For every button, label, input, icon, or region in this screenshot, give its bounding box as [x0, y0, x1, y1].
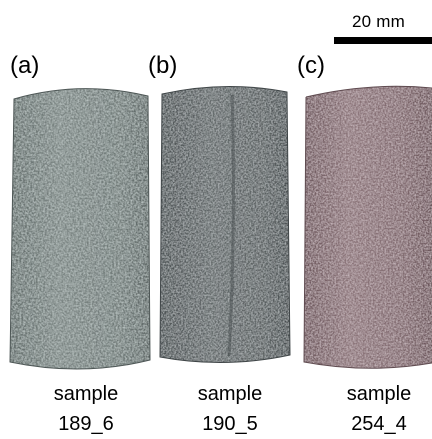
caption-b-line1: sample: [197, 383, 263, 405]
caption-b-line2: 190_5: [202, 413, 258, 435]
panel-label-b: (b): [148, 52, 178, 79]
caption-c-line2: 254_4: [351, 413, 407, 435]
caption-sample-b: sample 190_5: [180, 379, 280, 439]
caption-a-line1: sample: [53, 383, 119, 405]
core-samples-photo: [9, 85, 432, 370]
core-sample-a: [9, 88, 151, 370]
core-sample-c: [303, 85, 432, 369]
scale-bar: [334, 37, 432, 44]
core-sample-b: [159, 86, 291, 363]
caption-c-line1: sample: [346, 383, 412, 405]
caption-sample-c: sample 254_4: [329, 379, 429, 439]
panel-label-c: (c): [297, 52, 325, 79]
caption-a-line2: 189_6: [58, 413, 114, 435]
caption-sample-a: sample 189_6: [36, 379, 136, 439]
scale-bar-label: 20 mm: [352, 12, 405, 31]
panel-label-a: (a): [10, 52, 40, 79]
